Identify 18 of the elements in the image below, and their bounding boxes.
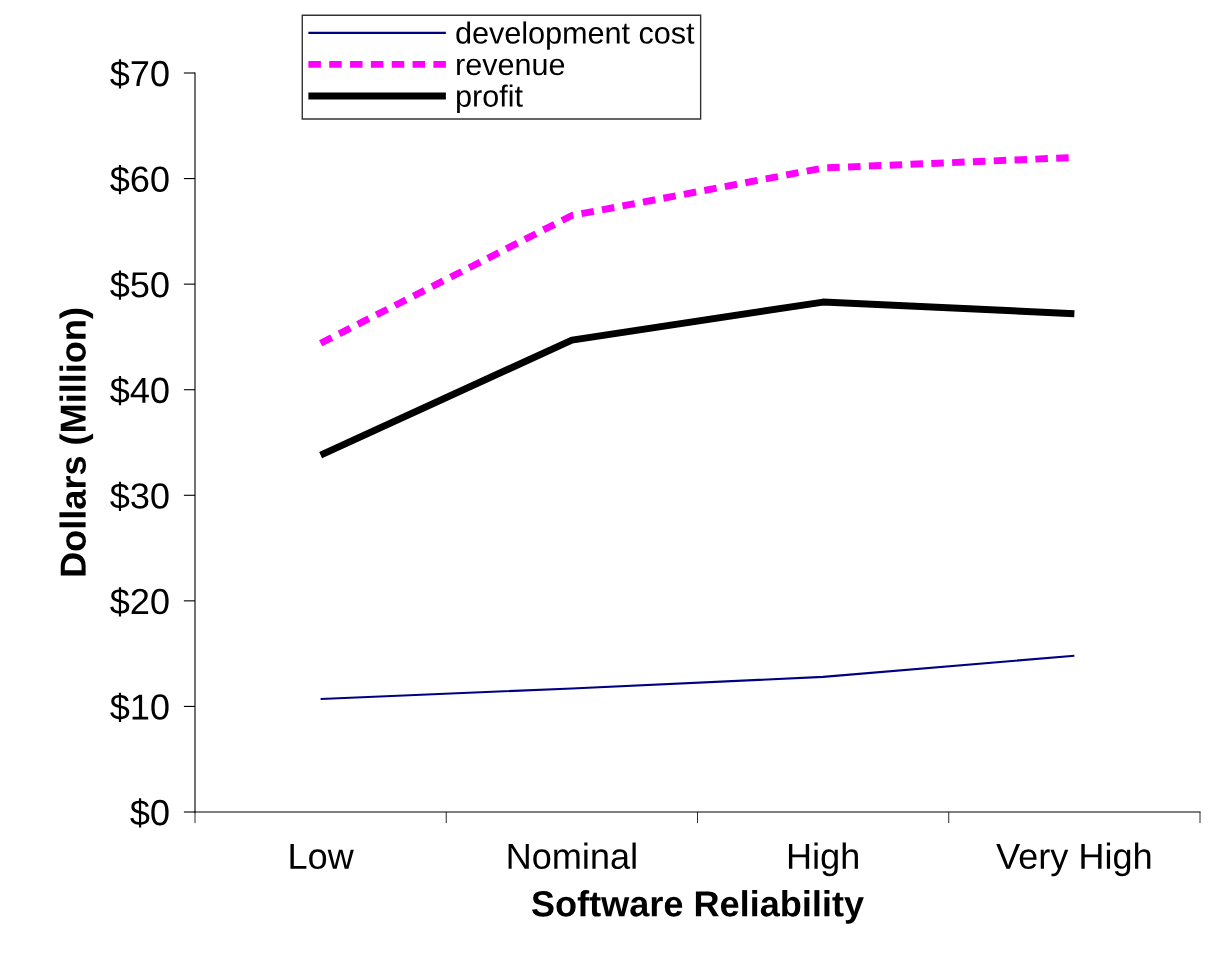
x-tick-label: Low	[290, 843, 354, 870]
legend-label: profit	[457, 84, 523, 113]
y-axis-title: Dollars (Million)	[59, 308, 94, 576]
y-tick-label: $40	[110, 376, 169, 406]
y-tick-label: $0	[130, 798, 169, 828]
x-tick-label: Nominal	[508, 842, 636, 870]
legend-label: development cost	[456, 21, 695, 50]
y-tick-label: $70	[110, 59, 169, 89]
x-tick-label: Very High	[996, 842, 1151, 877]
y-tick-label: $60	[110, 164, 169, 195]
line-series	[319, 654, 1076, 701]
y-tick-label: $30	[110, 481, 169, 511]
legend-label: revenue	[457, 58, 565, 76]
x-axis-title: Software Reliability	[531, 890, 864, 924]
y-tick-label: $20	[110, 587, 169, 617]
y-tick-label: $50	[110, 270, 169, 300]
y-tick-label: $10	[110, 692, 169, 723]
x-tick-label: High	[788, 842, 858, 877]
